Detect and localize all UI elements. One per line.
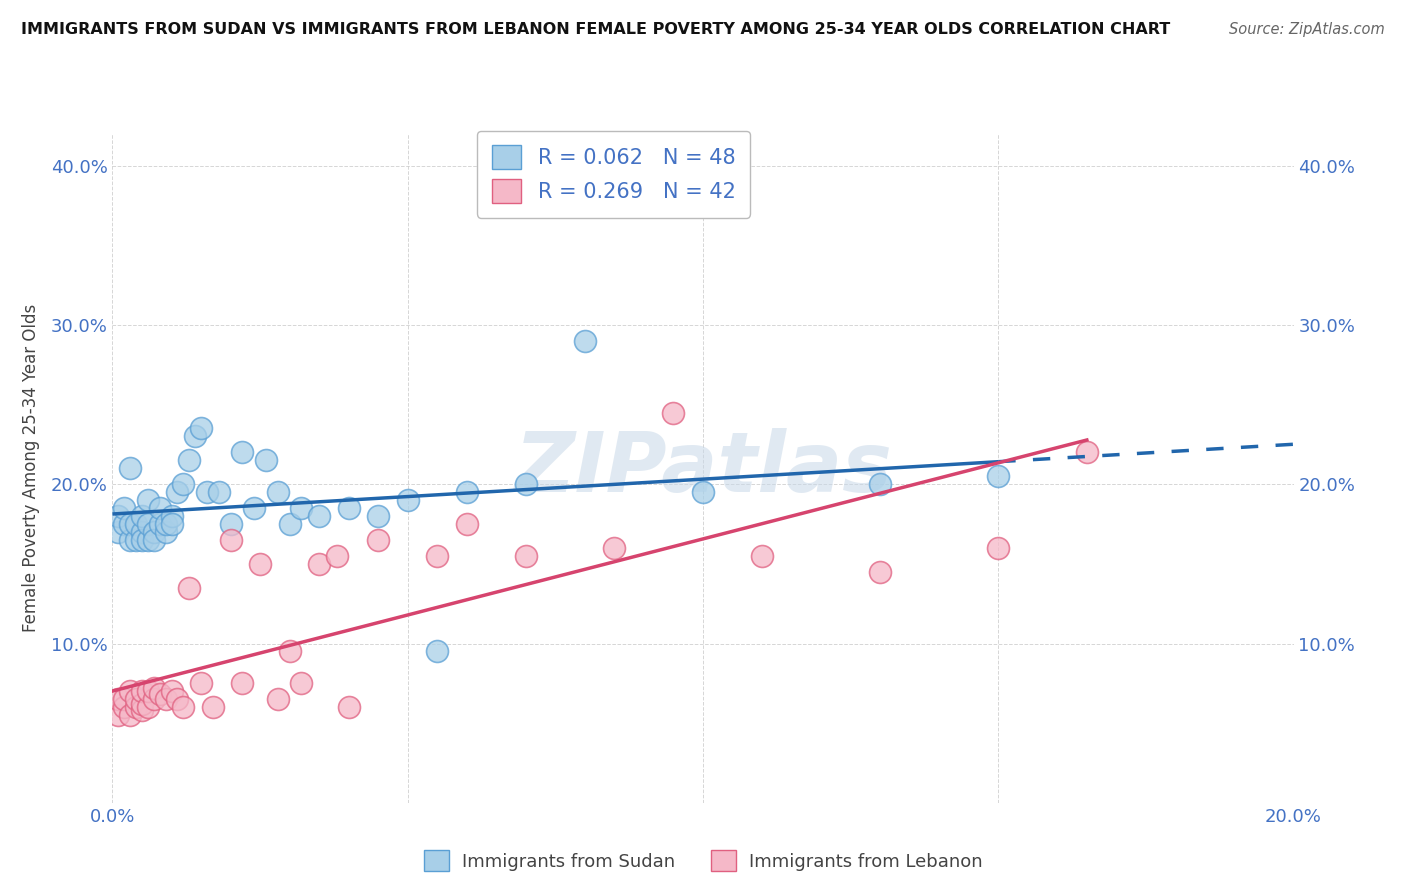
- Point: [131, 703, 153, 717]
- Point: [308, 509, 330, 524]
- Point: [166, 692, 188, 706]
- Point: [155, 524, 177, 539]
- Point: [367, 533, 389, 547]
- Point: [278, 644, 301, 658]
- Point: [179, 581, 201, 595]
- Point: [125, 517, 148, 532]
- Point: [131, 684, 153, 698]
- Point: [219, 517, 242, 532]
- Point: [1076, 445, 1098, 459]
- Point: [456, 517, 478, 532]
- Point: [396, 493, 419, 508]
- Text: ZIPatlas: ZIPatlas: [515, 428, 891, 508]
- Point: [254, 453, 277, 467]
- Point: [142, 681, 165, 695]
- Point: [136, 700, 159, 714]
- Point: [131, 509, 153, 524]
- Point: [160, 517, 183, 532]
- Legend: R = 0.062   N = 48, R = 0.269   N = 42: R = 0.062 N = 48, R = 0.269 N = 42: [477, 131, 749, 218]
- Point: [131, 533, 153, 547]
- Point: [267, 485, 290, 500]
- Point: [112, 692, 135, 706]
- Point: [426, 549, 449, 563]
- Point: [219, 533, 242, 547]
- Point: [869, 565, 891, 579]
- Point: [120, 533, 142, 547]
- Point: [120, 461, 142, 475]
- Point: [125, 692, 148, 706]
- Y-axis label: Female Poverty Among 25-34 Year Olds: Female Poverty Among 25-34 Year Olds: [21, 304, 39, 632]
- Point: [326, 549, 349, 563]
- Point: [160, 509, 183, 524]
- Point: [249, 557, 271, 571]
- Point: [278, 517, 301, 532]
- Point: [426, 644, 449, 658]
- Point: [172, 477, 194, 491]
- Point: [155, 517, 177, 532]
- Point: [201, 700, 224, 714]
- Point: [142, 524, 165, 539]
- Point: [308, 557, 330, 571]
- Point: [112, 517, 135, 532]
- Point: [751, 549, 773, 563]
- Point: [149, 501, 172, 516]
- Point: [120, 708, 142, 723]
- Point: [149, 517, 172, 532]
- Point: [290, 676, 312, 690]
- Point: [155, 692, 177, 706]
- Point: [120, 517, 142, 532]
- Point: [456, 485, 478, 500]
- Point: [515, 477, 537, 491]
- Point: [120, 684, 142, 698]
- Point: [190, 421, 212, 435]
- Point: [184, 429, 207, 443]
- Legend: Immigrants from Sudan, Immigrants from Lebanon: Immigrants from Sudan, Immigrants from L…: [416, 843, 990, 879]
- Point: [136, 517, 159, 532]
- Point: [125, 533, 148, 547]
- Point: [603, 541, 626, 555]
- Point: [692, 485, 714, 500]
- Point: [107, 692, 129, 706]
- Point: [337, 501, 360, 516]
- Point: [290, 501, 312, 516]
- Point: [515, 549, 537, 563]
- Point: [112, 501, 135, 516]
- Point: [107, 509, 129, 524]
- Point: [190, 676, 212, 690]
- Point: [166, 485, 188, 500]
- Point: [179, 453, 201, 467]
- Point: [231, 676, 253, 690]
- Point: [160, 684, 183, 698]
- Point: [112, 700, 135, 714]
- Point: [662, 406, 685, 420]
- Point: [337, 700, 360, 714]
- Point: [267, 692, 290, 706]
- Text: Source: ZipAtlas.com: Source: ZipAtlas.com: [1229, 22, 1385, 37]
- Point: [172, 700, 194, 714]
- Point: [231, 445, 253, 459]
- Point: [367, 509, 389, 524]
- Point: [208, 485, 231, 500]
- Point: [195, 485, 218, 500]
- Point: [136, 493, 159, 508]
- Point: [149, 688, 172, 702]
- Point: [987, 541, 1010, 555]
- Point: [574, 334, 596, 348]
- Point: [142, 692, 165, 706]
- Point: [136, 533, 159, 547]
- Text: IMMIGRANTS FROM SUDAN VS IMMIGRANTS FROM LEBANON FEMALE POVERTY AMONG 25-34 YEAR: IMMIGRANTS FROM SUDAN VS IMMIGRANTS FROM…: [21, 22, 1170, 37]
- Point: [131, 697, 153, 711]
- Point: [869, 477, 891, 491]
- Point: [131, 524, 153, 539]
- Point: [107, 524, 129, 539]
- Point: [142, 533, 165, 547]
- Point: [987, 469, 1010, 483]
- Point: [136, 684, 159, 698]
- Point: [107, 708, 129, 723]
- Point: [243, 501, 266, 516]
- Point: [125, 700, 148, 714]
